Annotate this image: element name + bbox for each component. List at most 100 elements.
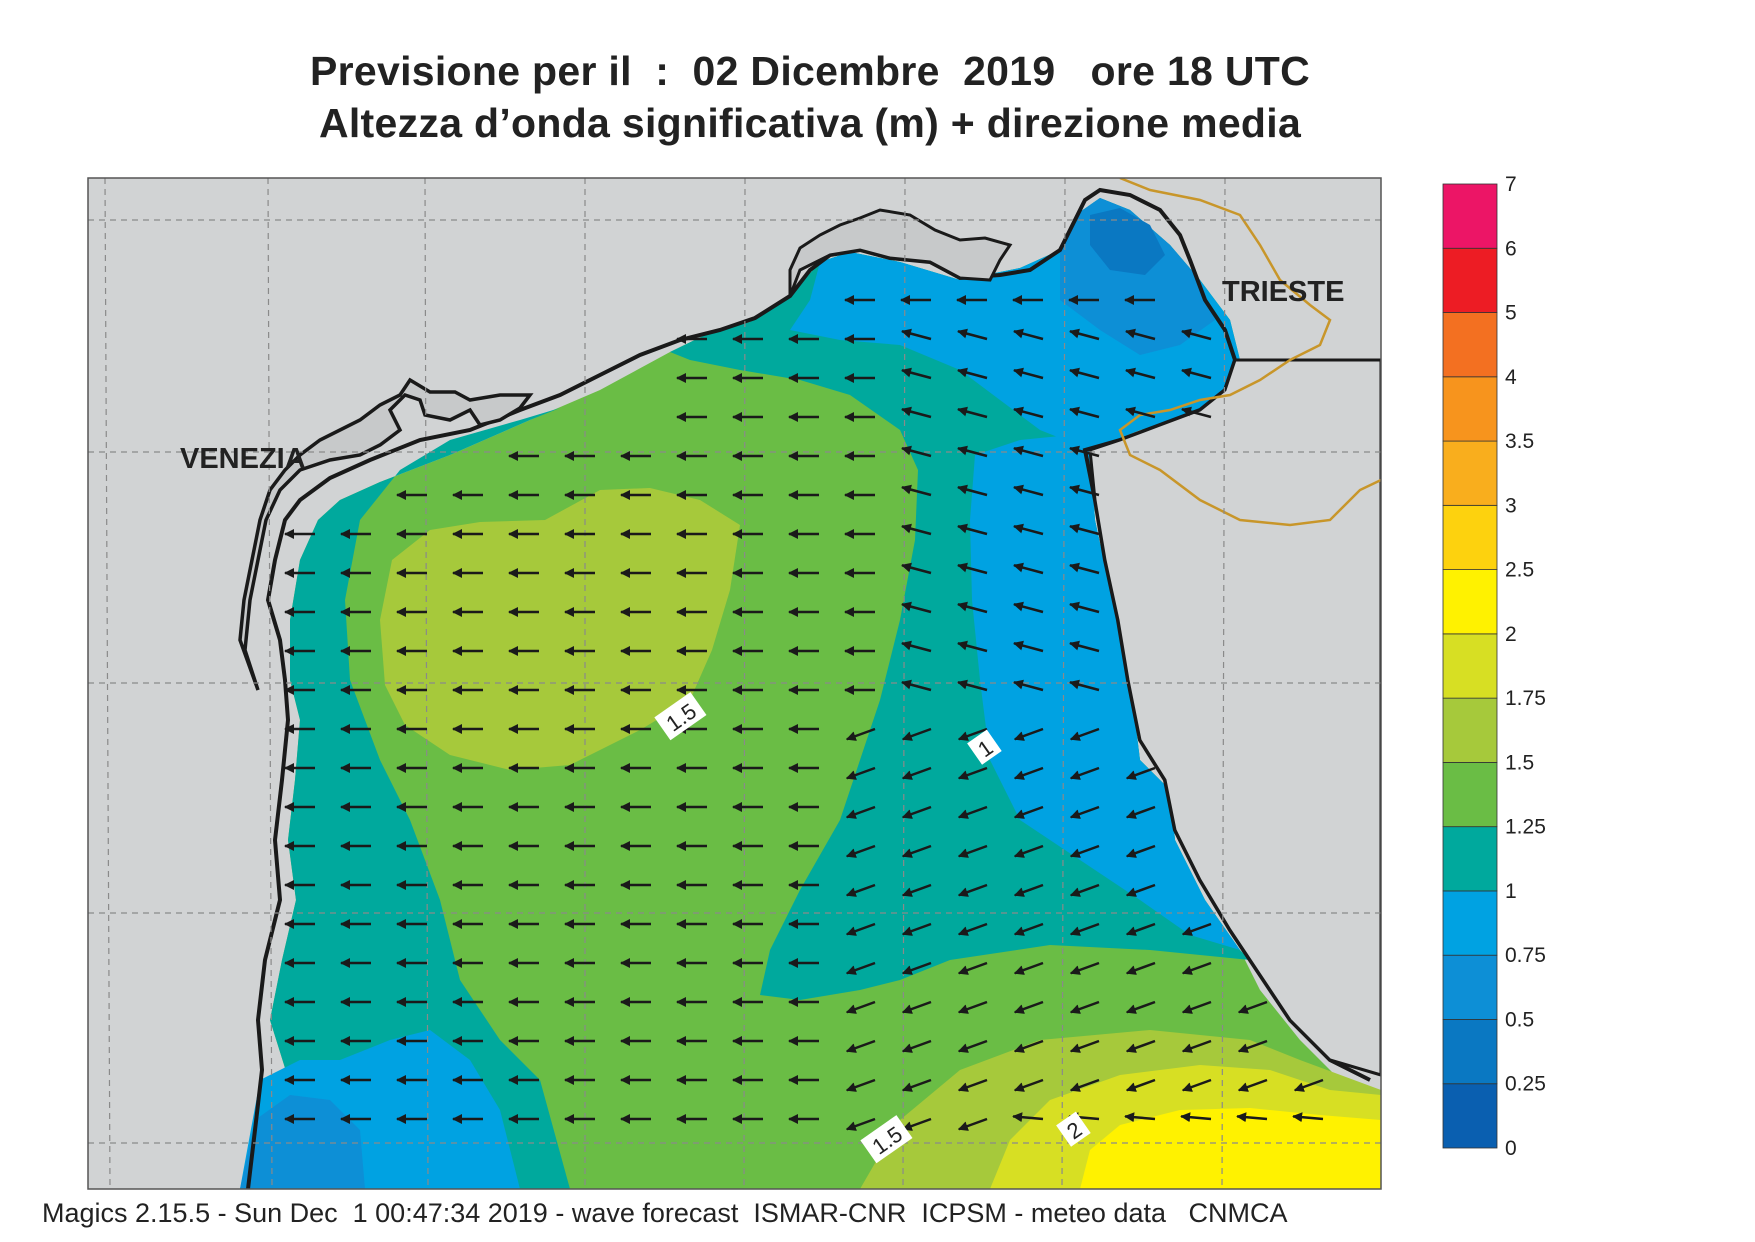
- wave-direction-arrow: [1013, 445, 1044, 458]
- wave-direction-arrow: [1181, 1039, 1212, 1053]
- wave-direction-arrow: [1292, 1112, 1324, 1123]
- wave-direction-arrow: [1013, 679, 1044, 692]
- colorbar-segment: [1442, 569, 1498, 635]
- wave-direction-arrow: [901, 406, 932, 419]
- wave-direction-arrow: [1125, 961, 1156, 975]
- wave-direction-arrow: [957, 406, 988, 419]
- wave-direction-arrow: [901, 601, 932, 614]
- wave-direction-arrow: [1069, 679, 1100, 692]
- wave-direction-arrow: [1069, 1039, 1100, 1053]
- wave-direction-arrow: [1125, 1000, 1156, 1014]
- wave-direction-arrow: [957, 679, 988, 692]
- wave-direction-arrow: [1125, 922, 1156, 936]
- wave-direction-arrow: [957, 1117, 988, 1131]
- wave-direction-arrow: [1013, 961, 1044, 975]
- wave-direction-arrow: [1069, 406, 1100, 419]
- wave-direction-arrow: [1125, 1039, 1156, 1053]
- wave-direction-arrow: [1124, 1112, 1156, 1123]
- wave-direction-arrow: [1069, 445, 1100, 458]
- wave-direction-arrow: [1125, 844, 1156, 858]
- wave-direction-arrow: [845, 883, 876, 897]
- city-label-trieste: TRIESTE: [1222, 276, 1344, 308]
- wave-direction-arrow: [1069, 883, 1100, 897]
- wave-direction-arrow: [1069, 805, 1100, 819]
- wave-direction-arrow: [1125, 1078, 1156, 1092]
- map-subtitle: Altezza d’onda significativa (m) + direz…: [318, 100, 1302, 146]
- wave-direction-arrow: [845, 766, 876, 780]
- wave-direction-arrow: [1181, 1000, 1212, 1014]
- border-line: [1118, 178, 1381, 527]
- contour-band-1-125: [270, 408, 570, 1189]
- wave-direction-arrow: [1012, 1112, 1044, 1123]
- colorbar-segment: [1442, 504, 1498, 571]
- wave-direction-arrow: [1013, 640, 1044, 653]
- colorbar-legend: 0 0.25 0.5 0.75 1 1.25 1.5 1.75 2 2.5 3 3.5 4 5 6 7: [1442, 173, 1546, 1160]
- wave-direction-arrow: [1069, 640, 1100, 653]
- colorbar-tick-label: 3.5: [1505, 430, 1534, 453]
- wave-direction-arrow: [957, 367, 988, 380]
- contour-band-15-175: [380, 488, 740, 770]
- wave-direction-arrow: [1013, 1039, 1044, 1053]
- wave-direction-arrow: [901, 640, 932, 653]
- wave-direction-arrow: [1013, 922, 1044, 936]
- wave-direction-arrow: [957, 805, 988, 819]
- wave-direction-arrow: [1237, 1039, 1268, 1053]
- wave-direction-arrow: [901, 1039, 932, 1053]
- wave-direction-arrow: [957, 1078, 988, 1092]
- wave-direction-arrow: [845, 922, 876, 936]
- wave-direction-arrow: [1069, 1078, 1100, 1092]
- wave-direction-arrow: [1013, 805, 1044, 819]
- wave-direction-arrow: [957, 727, 988, 741]
- colorbar-tick-label: 1.5: [1505, 751, 1534, 774]
- wave-direction-arrow: [957, 844, 988, 858]
- wave-direction-arrow: [1069, 727, 1100, 741]
- wave-direction-arrow: [845, 844, 876, 858]
- colorbar-tick-label: 0.25: [1505, 1073, 1546, 1096]
- wave-direction-arrow: [1237, 1078, 1268, 1092]
- colorbar-tick-label: 5: [1505, 302, 1517, 325]
- wave-direction-arrow: [1013, 328, 1044, 341]
- colorbar-tick-label: 2: [1505, 623, 1517, 646]
- wave-direction-arrow: [957, 1000, 988, 1014]
- wave-direction-arrow: [957, 961, 988, 975]
- colorbar-segment: [1442, 890, 1498, 956]
- wave-direction-arrow: [845, 727, 876, 741]
- wave-direction-arrow: [845, 1078, 876, 1092]
- wave-direction-arrow: [957, 766, 988, 780]
- wave-direction-arrow: [845, 961, 876, 975]
- colorbar-segment: [1442, 633, 1498, 699]
- wave-direction-arrow: [1181, 328, 1212, 341]
- colorbar-tick-label: 0: [1505, 1137, 1517, 1160]
- lagoon-outline: [238, 377, 534, 691]
- wave-direction-arrow: [901, 1078, 932, 1092]
- wave-direction-arrow: [1181, 406, 1212, 419]
- wave-direction-arrow: [957, 1039, 988, 1053]
- contour-label: 1: [967, 729, 1002, 765]
- wave-direction-arrow: [1125, 883, 1156, 897]
- colorbar-tick-label: 4: [1505, 366, 1517, 389]
- colorbar-tick-label: 1.25: [1505, 816, 1546, 839]
- colorbar-segment: [1442, 1083, 1498, 1149]
- wave-direction-arrow: [1069, 367, 1100, 380]
- wave-direction-arrow: [1181, 961, 1212, 975]
- wave-direction-arrow: [901, 679, 932, 692]
- colorbar-tick-label: 0.75: [1505, 944, 1546, 967]
- wave-direction-arrow: [901, 367, 932, 380]
- colorbar-segment: [1442, 826, 1498, 892]
- wave-direction-arrow: [901, 484, 932, 497]
- colorbar-tick-label: 2.5: [1505, 559, 1534, 582]
- wave-direction-arrow: [1013, 1000, 1044, 1014]
- wave-direction-arrow: [901, 922, 932, 936]
- wave-direction-arrow: [1013, 406, 1044, 419]
- wave-direction-arrow: [1013, 766, 1044, 780]
- contour-label: 1.5: [654, 692, 707, 741]
- wave-direction-arrow: [1125, 406, 1156, 419]
- wave-direction-arrow: [1069, 766, 1100, 780]
- wave-direction-arrow: [1237, 1000, 1268, 1014]
- wave-direction-arrow: [1013, 484, 1044, 497]
- colorbar-tick-label: 7: [1505, 173, 1517, 196]
- contour-band-025-05: [1090, 208, 1165, 275]
- wave-direction-arrow: [957, 445, 988, 458]
- wave-direction-arrow: [1013, 523, 1044, 536]
- wave-direction-arrow: [845, 1117, 876, 1131]
